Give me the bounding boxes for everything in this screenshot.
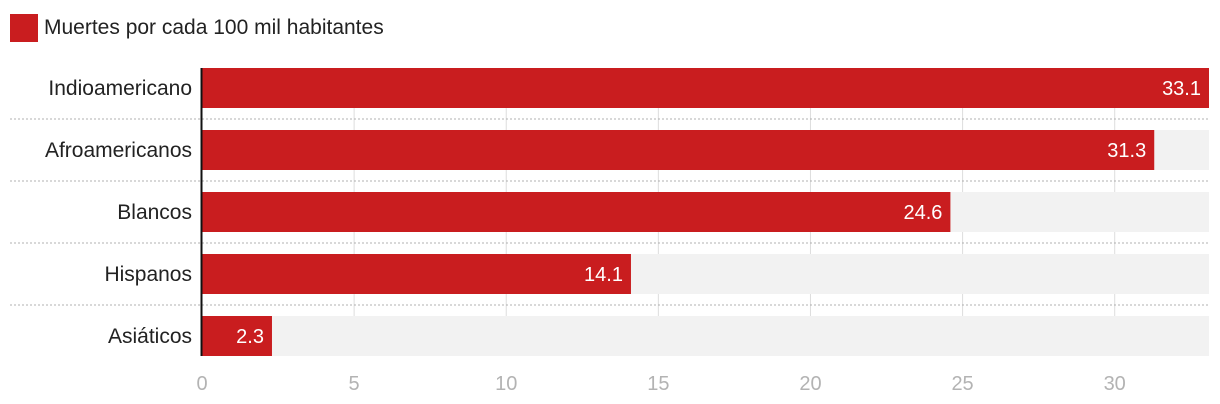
x-tick-label: 15 — [647, 373, 669, 395]
x-tick-label: 25 — [951, 373, 973, 395]
x-axis-ticks: 0 5 10 15 20 25 30 — [196, 373, 1125, 395]
category-label: Hispanos — [104, 263, 192, 286]
value-label: 14.1 — [584, 264, 623, 286]
legend-swatch — [10, 14, 38, 42]
value-label: 24.6 — [903, 202, 942, 224]
legend: Muertes por cada 100 mil habitantes — [10, 14, 384, 42]
value-label: 33.1 — [1162, 78, 1201, 100]
x-tick-label: 0 — [196, 373, 207, 395]
legend-label: Muertes por cada 100 mil habitantes — [44, 16, 384, 39]
category-label: Indioamericano — [48, 77, 192, 100]
bar — [202, 130, 1155, 170]
value-label: 2.3 — [236, 326, 264, 348]
x-tick-label: 5 — [349, 373, 360, 395]
bars — [202, 68, 1209, 356]
category-label: Blancos — [117, 201, 192, 224]
bar — [202, 192, 951, 232]
category-labels: Indioamericano Afroamericanos Blancos Hispa… — [45, 77, 192, 348]
x-tick-label: 30 — [1104, 373, 1126, 395]
x-tick-label: 20 — [799, 373, 821, 395]
category-label: Afroamericanos — [45, 139, 192, 162]
value-label: 31.3 — [1107, 140, 1146, 162]
bar-track — [202, 316, 1209, 356]
bar — [202, 68, 1209, 108]
bar — [202, 316, 272, 356]
category-label: Asiáticos — [108, 325, 192, 348]
bar — [202, 254, 631, 294]
value-labels: 33.1 31.3 24.6 14.1 2.3 — [236, 78, 1201, 348]
x-tick-label: 10 — [495, 373, 517, 395]
